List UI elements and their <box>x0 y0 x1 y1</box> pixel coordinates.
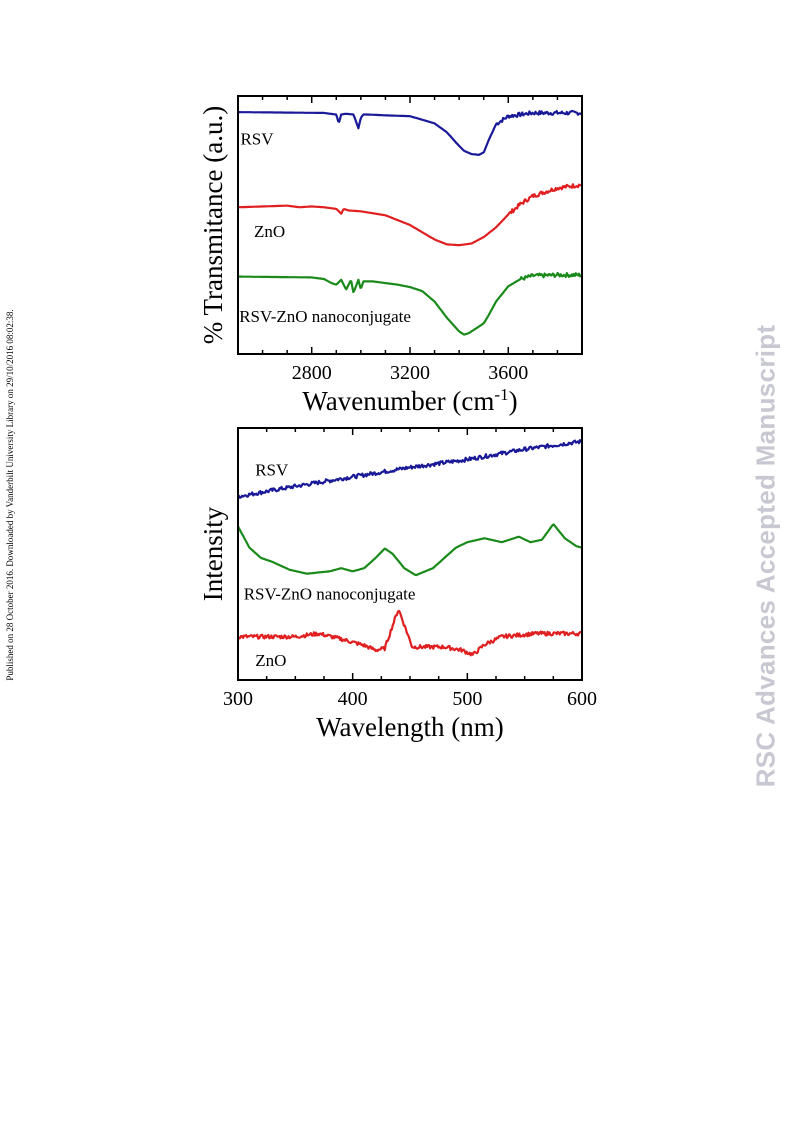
x-axis-title-tail: ) <box>509 386 518 416</box>
x-tick-label: 500 <box>452 688 482 710</box>
series-line-rsv <box>237 439 583 499</box>
x-tick-label: 600 <box>567 688 597 710</box>
series-label: ZnO <box>255 651 286 670</box>
series-line-rsv <box>237 109 583 156</box>
x-tick-label: 300 <box>223 688 253 710</box>
series-label: RSV-ZnO nanoconjugate <box>239 307 411 326</box>
y-axis-title: % Transmitance (a.u.) <box>198 106 228 344</box>
x-tick-label: 400 <box>338 688 368 710</box>
series-line-zno <box>237 183 583 247</box>
pl-panel: 300 400 500 600 RSV RSV-ZnO nanoconjugate ZnO I… <box>198 427 597 742</box>
series-label: RSV-ZnO nanoconjugate <box>244 585 416 604</box>
x-axis-title-superscript: -1 <box>494 385 508 404</box>
x-axis-title-main: Wavenumber (cm <box>302 386 494 416</box>
x-axis: 300 400 500 600 <box>223 428 597 710</box>
x-tick-label: 2800 <box>292 362 332 384</box>
x-tick-label: 3600 <box>488 362 528 384</box>
x-axis-title: Wavelength (nm) <box>316 712 504 742</box>
x-tick-label: 3200 <box>390 362 430 384</box>
series-line-rsv-zno-nanoconjugate <box>237 523 583 577</box>
series-label: ZnO <box>254 222 285 241</box>
x-axis-title: Wavenumber (cm-1) <box>302 385 517 416</box>
ftir-panel: 2800 3200 3600 RSV ZnO RSV-ZnO nanoconjugate%… <box>198 95 583 416</box>
series-line-zno <box>237 609 583 657</box>
series-line-rsv-zno-nanoconjugate <box>237 271 583 336</box>
series-label: RSV <box>255 460 289 479</box>
y-axis-title: Intensity <box>198 506 228 601</box>
x-axis: 2800 3200 3600 <box>237 96 583 384</box>
series-label: RSV <box>240 129 274 148</box>
